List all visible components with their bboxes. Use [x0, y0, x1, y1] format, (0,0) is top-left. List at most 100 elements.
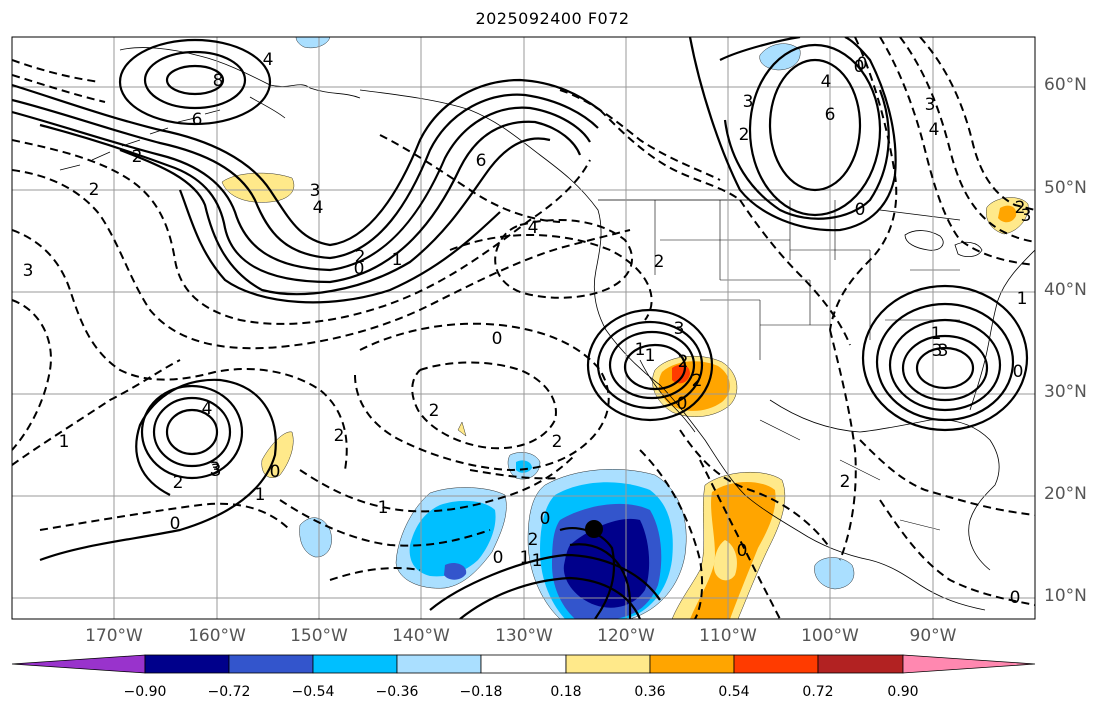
contour-label: 0	[170, 514, 181, 534]
solid-contour	[143, 50, 247, 110]
contour-label: 0	[493, 548, 504, 568]
solid-contour	[688, 37, 897, 232]
positive-shading-area	[457, 421, 467, 437]
contour-label: 0	[492, 329, 503, 349]
solid-contour	[165, 408, 219, 456]
dashed-contour	[299, 454, 576, 513]
solid-contour	[861, 284, 1029, 432]
graticule	[12, 37, 1035, 619]
dashed-contour	[12, 299, 52, 451]
longitude-label: 110°W	[699, 626, 757, 646]
solid-contours	[12, 37, 1029, 619]
contour-label: 8	[213, 71, 224, 91]
contour-label: 1	[520, 548, 531, 568]
dashed-contour	[449, 234, 653, 321]
solid-contour	[118, 38, 272, 126]
negative-shading-area	[444, 563, 467, 580]
colorbar-extend-left	[11, 654, 146, 674]
contour-label: 3	[743, 92, 754, 112]
contour-label: 1	[532, 551, 543, 571]
negative-shading-area	[409, 500, 496, 577]
solid-contour	[39, 378, 277, 562]
colorbar-segment	[396, 654, 482, 674]
longitude-label: 170°W	[85, 626, 143, 646]
contour-label: 1	[1017, 289, 1028, 309]
colorbar-tick-label: 0.72	[802, 684, 834, 700]
colorbar-extend-right	[902, 654, 1036, 674]
contour-label: 3	[932, 341, 943, 361]
negative-shading-area	[299, 517, 332, 558]
colorbar-tick-label: −0.72	[207, 684, 251, 700]
solid-contour	[719, 37, 890, 220]
latitude-label: 30°N	[1044, 382, 1087, 402]
solid-contour	[429, 553, 661, 611]
dashed-contour	[379, 134, 561, 223]
contour-label: 4	[202, 399, 213, 419]
contour-label: 1	[635, 340, 646, 360]
solid-contour	[901, 334, 989, 402]
contour-label: 3	[925, 95, 936, 115]
solid-contour	[152, 396, 232, 468]
solid-contour	[768, 58, 862, 192]
contour-label: 3	[210, 459, 221, 479]
solid-contour	[12, 106, 591, 272]
solid-contour	[623, 343, 687, 391]
solid-contour	[178, 189, 501, 304]
alaska-coastline	[119, 47, 361, 119]
contour-label: 6	[476, 151, 487, 171]
map-title: 2025092400 F072	[475, 9, 630, 28]
dashed-contour	[12, 229, 348, 471]
contour-label: 2	[334, 426, 345, 446]
solid-contour	[12, 93, 599, 260]
solid-contour	[586, 308, 714, 422]
colorbar-tick-label: 0.36	[634, 684, 666, 700]
solid-contour	[888, 318, 1002, 412]
colorbar-segment	[228, 654, 314, 674]
storm-center-marker	[585, 520, 603, 538]
aleutian-islands	[59, 109, 221, 171]
contour-label: 0	[270, 462, 281, 482]
dashed-contour	[739, 199, 851, 346]
colorbar-tick-label: 0.90	[887, 684, 919, 700]
contour-label: 2	[552, 432, 563, 452]
colorbar	[11, 654, 1036, 674]
negative-shading-area	[814, 557, 855, 590]
contour-label: 2	[355, 247, 366, 267]
map-frame	[11, 36, 1036, 620]
longitude-label: 140°W	[392, 626, 450, 646]
solid-contour	[119, 137, 551, 296]
dashed-contour	[12, 359, 181, 466]
solid-contour	[915, 346, 975, 390]
latitude-label: 10°N	[1044, 586, 1087, 606]
contour-label: 1	[392, 250, 403, 270]
colorbar-segment	[312, 654, 398, 674]
contour-label: 2	[89, 180, 100, 200]
colorbar-segment	[480, 654, 567, 674]
colorbar-tick-label: −0.18	[459, 684, 503, 700]
positive-shading-area	[998, 205, 1017, 223]
contour-label: 2	[840, 472, 851, 492]
contour-label: 0	[1010, 588, 1021, 608]
colorbar-segment	[817, 654, 904, 674]
dashed-contour	[899, 37, 1035, 243]
contour-label: 4	[528, 218, 539, 238]
contour-label: 4	[313, 198, 324, 218]
colorbar-tick-label: −0.54	[291, 684, 335, 700]
solid-contour	[875, 302, 1015, 422]
contour-label: 0	[1013, 362, 1024, 382]
contour-label: 4	[821, 72, 832, 92]
positive-shading-area	[714, 540, 737, 581]
dashed-contour	[879, 37, 1035, 266]
contour-label: 1	[59, 432, 70, 452]
contour-label: 1	[645, 346, 656, 366]
dashed-contour	[469, 469, 561, 480]
dashed-contour	[859, 439, 1035, 516]
map-panel	[12, 37, 1035, 619]
dashed-contour	[411, 361, 557, 450]
solid-contour	[12, 78, 601, 247]
solid-contour	[459, 576, 642, 619]
contour-label: 4	[929, 120, 940, 140]
longitude-label: 130°W	[495, 626, 553, 646]
contour-label: 0	[857, 54, 868, 74]
